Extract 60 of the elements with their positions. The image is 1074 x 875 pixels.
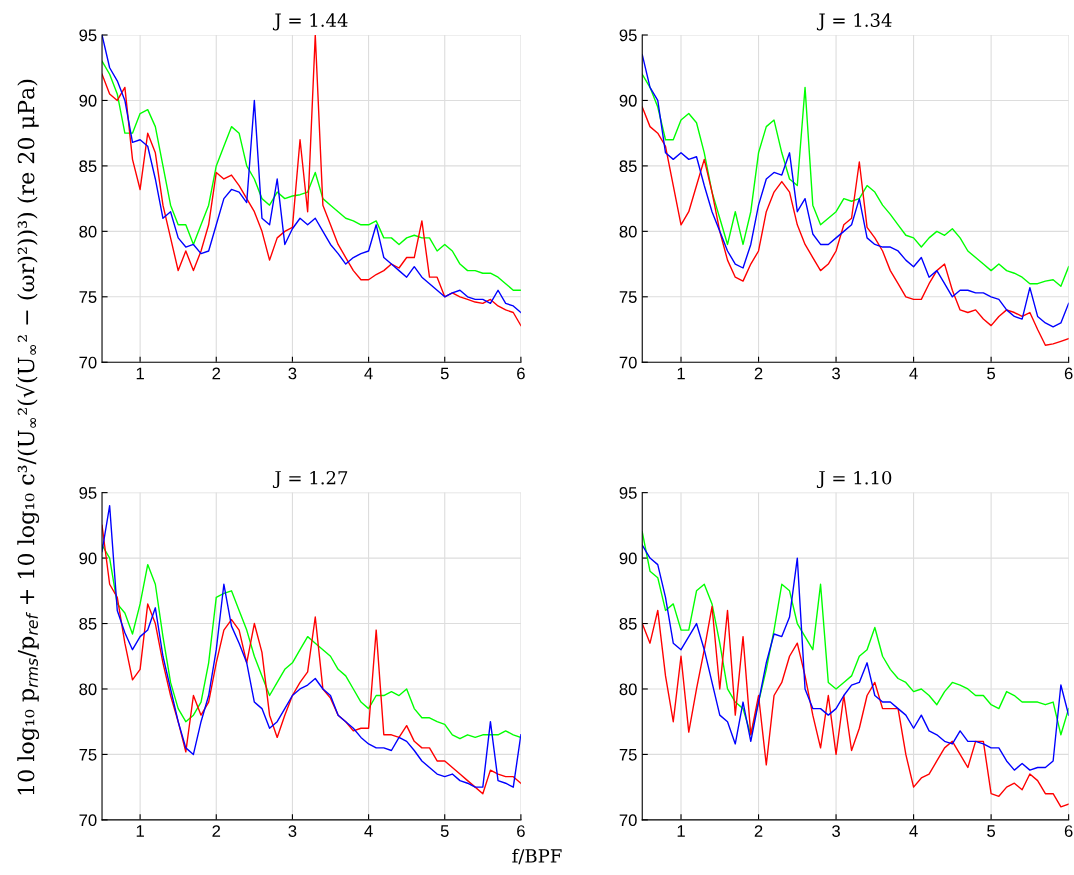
x-tick-label: 5 xyxy=(440,367,449,380)
chart-title: J = 1.10 xyxy=(816,470,892,489)
y-tick-label: 70 xyxy=(619,356,637,369)
x-tick-label: 6 xyxy=(517,367,525,380)
x-tick-label: 6 xyxy=(1064,825,1073,837)
y-tick-label: 70 xyxy=(79,814,97,827)
x-tick-label: 1 xyxy=(136,825,144,837)
y-tick-label: 95 xyxy=(619,29,637,42)
x-tick-label: 2 xyxy=(754,825,763,837)
y-tick-label: 75 xyxy=(619,749,637,761)
chart-title: J = 1.27 xyxy=(272,470,348,489)
y-tick-label: 70 xyxy=(619,814,637,827)
x-tick-label: 5 xyxy=(987,367,996,380)
x-tick-label: 5 xyxy=(440,825,449,837)
y-tick-label: 80 xyxy=(619,683,637,696)
chart-title: J = 1.44 xyxy=(272,13,348,31)
x-tick-label: 1 xyxy=(677,367,685,380)
line-series xyxy=(102,544,521,740)
x-tick-label: 4 xyxy=(364,825,373,837)
x-tick-label: 1 xyxy=(677,825,685,837)
y-tick-label: 90 xyxy=(619,94,637,107)
y-tick-label: 80 xyxy=(79,683,97,696)
y-tick-label: 95 xyxy=(79,487,97,499)
x-tick-label: 3 xyxy=(832,367,840,380)
y-tick-label: 95 xyxy=(79,29,97,42)
y-tick-label: 80 xyxy=(79,225,97,238)
line-series xyxy=(642,73,1069,288)
line-series xyxy=(642,605,1069,808)
x-tick-label: 2 xyxy=(212,367,221,380)
y-tick-label: 70 xyxy=(79,356,97,369)
x-tick-label: 3 xyxy=(288,367,297,380)
y-tick-label: 75 xyxy=(619,291,637,303)
x-tick-label: 3 xyxy=(288,825,297,837)
x-tick-label: 1 xyxy=(136,367,144,380)
y-tick-label: 90 xyxy=(619,552,637,565)
y-tick-label: 75 xyxy=(79,291,97,303)
chart-title: J = 1.34 xyxy=(816,13,892,31)
x-axis-title: f/BPF xyxy=(512,848,562,865)
x-tick-label: 6 xyxy=(1064,367,1073,380)
y-tick-label: 85 xyxy=(619,617,637,630)
x-tick-label: 5 xyxy=(987,825,996,837)
x-tick-label: 4 xyxy=(909,367,918,380)
y-tick-label: 85 xyxy=(79,160,97,173)
y-tick-label: 85 xyxy=(79,617,97,630)
x-tick-label: 4 xyxy=(364,367,373,380)
line-series xyxy=(102,60,521,291)
x-tick-label: 2 xyxy=(212,825,221,837)
x-tick-label: 4 xyxy=(909,825,918,837)
line-series xyxy=(642,106,1069,346)
x-tick-label: 3 xyxy=(832,825,840,837)
y-tick-label: 75 xyxy=(79,749,97,761)
x-tick-label: 2 xyxy=(754,367,763,380)
y-tick-label: 90 xyxy=(79,552,97,565)
line-series xyxy=(642,544,1069,771)
text: 10 log₁₀ p$_{rms}$/p$_{ref}$ + 10 log₁₀ c³/(U$_{∞}$²(√(U$_{∞}$² − (ωr)²))³) (re 20 μPa) xyxy=(16,79,40,795)
y-tick-label: 90 xyxy=(79,94,97,107)
y-tick-label: 80 xyxy=(619,225,637,238)
y-tick-label: 85 xyxy=(619,160,637,173)
x-tick-label: 6 xyxy=(517,825,525,837)
y-tick-label: 95 xyxy=(619,487,637,499)
